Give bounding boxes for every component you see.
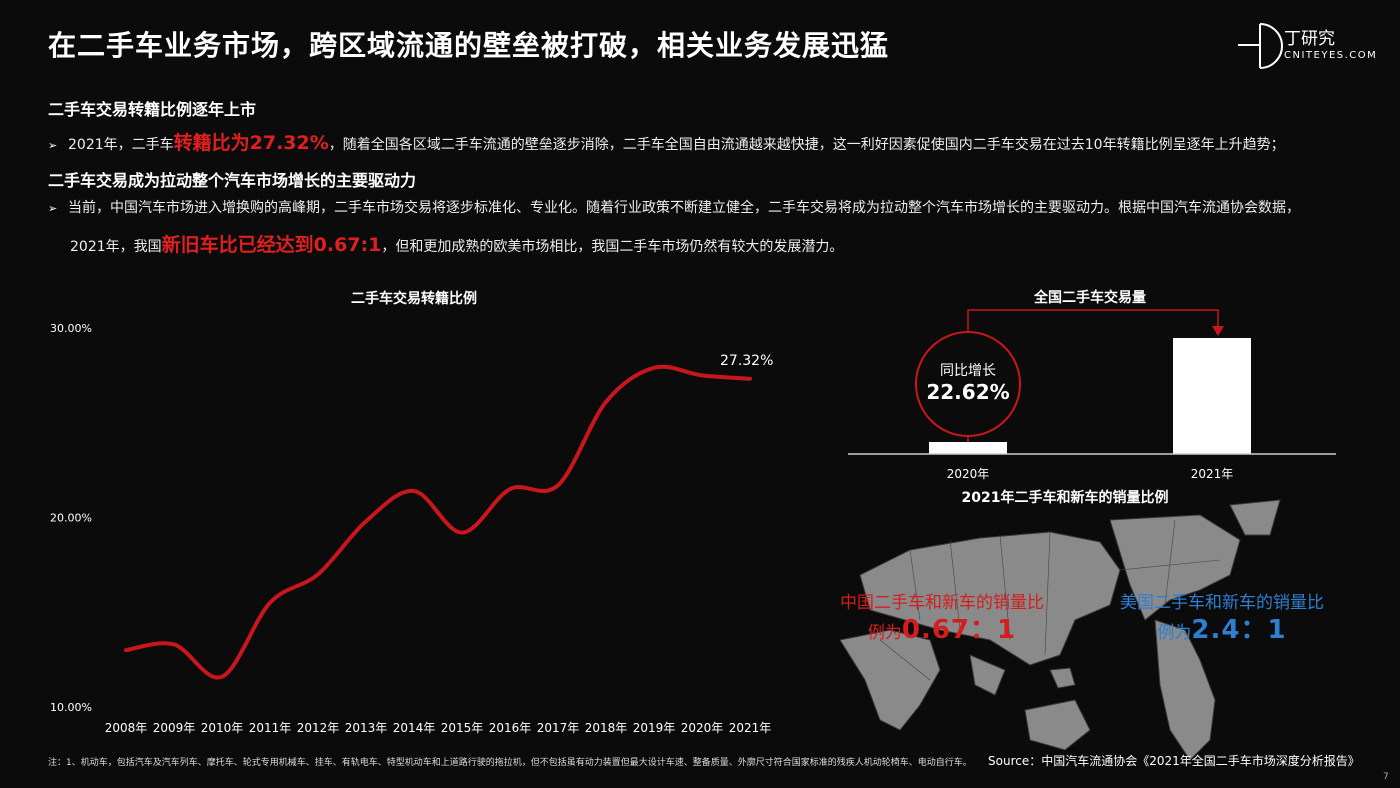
data-point — [604, 400, 608, 404]
x-tick-label: 2009年 — [153, 721, 196, 735]
section1-heading: 二手车交易转籍比例逐年上市 — [48, 100, 257, 119]
data-point — [652, 366, 656, 370]
y-tick-label: 30.00% — [50, 322, 92, 335]
logo-brand: 丁研究 — [1284, 29, 1335, 49]
x-tick-label: 2012年 — [297, 721, 340, 735]
x-tick-label: 2015年 — [441, 721, 484, 735]
growth-connector — [967, 309, 1219, 332]
china-ratio-label: 中国二手车和新车的销量比 例为0.67：1 — [840, 590, 1044, 647]
us-ratio-value: 2.4：1 — [1191, 615, 1287, 645]
data-point — [508, 487, 512, 491]
x-tick-label: 2019年 — [633, 721, 676, 735]
x-tick-label: 2021年 — [729, 721, 772, 735]
bullet-text: 当前，中国汽车市场进入增换购的高峰期，二手车市场交易将逐步标准化、专业化。随着行… — [68, 200, 1300, 216]
data-point — [124, 648, 128, 652]
bar-2020年 — [929, 442, 1007, 454]
china-ratio-text: 中国二手车和新车的销量比 — [840, 593, 1044, 613]
world-map: 2021年二手车和新车的销量比例 — [839, 489, 1281, 761]
bar-category-label: 2021年 — [1191, 467, 1234, 481]
china-ratio-prefix: 例为 — [867, 623, 902, 643]
highlight-ratio: 转籍比为27.32% — [173, 132, 329, 154]
data-point — [364, 519, 368, 523]
us-ratio-prefix: 例为 — [1157, 623, 1192, 643]
x-tick-label: 2013年 — [345, 721, 388, 735]
line-end-label: 27.32% — [720, 353, 773, 369]
bar-chart-title: 全国二手车交易量 — [1033, 289, 1146, 306]
source-citation: Source：中国汽车流通协会《2021年全国二手车市场深度分析报告》 — [988, 754, 1360, 768]
continents-shape — [839, 499, 1281, 761]
footnote: 注：1、机动车，包括汽车及汽车列车、摩托车、轮式专用机械车、挂车、有轨电车、特型… — [48, 758, 972, 768]
country-borders — [879, 519, 1221, 681]
bullet-text: ，但和更加成熟的欧美市场相比，我国二手车市场仍然有较大的发展潜力。 — [381, 239, 844, 255]
x-tick-label: 2020年 — [681, 721, 724, 735]
data-point — [316, 572, 320, 576]
bullet-text: ，随着全国各区域二手车流通的壁垒逐步消除，二手车全国自由流通越来越快捷，这一利好… — [328, 137, 1285, 153]
us-ratio-text: 美国二手车和新车的销量比 — [1120, 593, 1324, 613]
logo-mark-icon — [1238, 23, 1283, 69]
highlight-new-old-ratio: 新旧车比已经达到0.67:1 — [161, 234, 382, 256]
bar-2021年 — [1173, 338, 1251, 454]
x-tick-label: 2016年 — [489, 721, 532, 735]
growth-circle — [915, 331, 1021, 437]
bullet-text: 2021年，二手车 — [68, 137, 174, 153]
growth-value: 22.62% — [926, 380, 1009, 404]
data-point — [556, 483, 560, 487]
bar-chart: 全国二手车交易量 同比增长 22.62% 2020年 2021年 — [848, 289, 1336, 481]
x-tick-label: 2014年 — [393, 721, 436, 735]
bullet-text: 2021年，我国 — [70, 239, 162, 255]
x-tick-label: 2011年 — [249, 721, 292, 735]
china-ratio-value: 0.67：1 — [901, 615, 1017, 645]
map-title: 2021年二手车和新车的销量比例 — [962, 489, 1169, 506]
line-chart-title: 二手车交易转籍比例 — [351, 290, 477, 307]
brand-logo: 丁研究 CNITEYES.COM — [1238, 18, 1378, 72]
data-point — [172, 642, 176, 646]
data-point — [412, 489, 416, 493]
data-point — [748, 377, 752, 381]
section2-bullet-line2: 2021年，我国新旧车比已经达到0.67:1，但和更加成熟的欧美市场相比，我国二… — [70, 230, 843, 257]
line-chart: 二手车交易转籍比例 10.00% 20.00% 30.00% 2008年 2009年 2… — [50, 290, 773, 735]
logo-url: CNITEYES.COM — [1284, 50, 1378, 61]
bullet-arrow-icon: ➢ — [48, 202, 58, 215]
x-tick-label: 2010年 — [201, 721, 244, 735]
section2-bullet-line1: ➢ 当前，中国汽车市场进入增换购的高峰期，二手车市场交易将逐步标准化、专业化。随着… — [48, 197, 1300, 217]
data-point — [268, 601, 272, 605]
x-tick-label: 2018年 — [585, 721, 628, 735]
us-ratio-label: 美国二手车和新车的销量比 例为2.4：1 — [1120, 590, 1324, 647]
y-tick-label: 20.00% — [50, 512, 92, 525]
section2-heading: 二手车交易成为拉动整个汽车市场增长的主要驱动力 — [48, 171, 417, 190]
series-line-transfer-ratio — [124, 364, 752, 680]
growth-arrow-icon — [1212, 326, 1224, 336]
data-point — [700, 373, 704, 377]
page-number: 7 — [1383, 772, 1389, 782]
data-point — [220, 675, 224, 679]
data-point — [460, 531, 464, 535]
slide-title: 在二手车业务市场，跨区域流通的壁垒被打破，相关业务发展迅猛 — [48, 29, 890, 62]
growth-label: 同比增长 — [940, 363, 996, 379]
x-tick-label: 2017年 — [537, 721, 580, 735]
y-tick-label: 10.00% — [50, 701, 92, 714]
section1-bullet: ➢ 2021年，二手车转籍比为27.32%，随着全国各区域二手车流通的壁垒逐步消除… — [48, 128, 1285, 155]
bar-category-label: 2020年 — [947, 467, 990, 481]
bullet-arrow-icon: ➢ — [48, 139, 58, 152]
x-tick-label: 2008年 — [105, 721, 148, 735]
